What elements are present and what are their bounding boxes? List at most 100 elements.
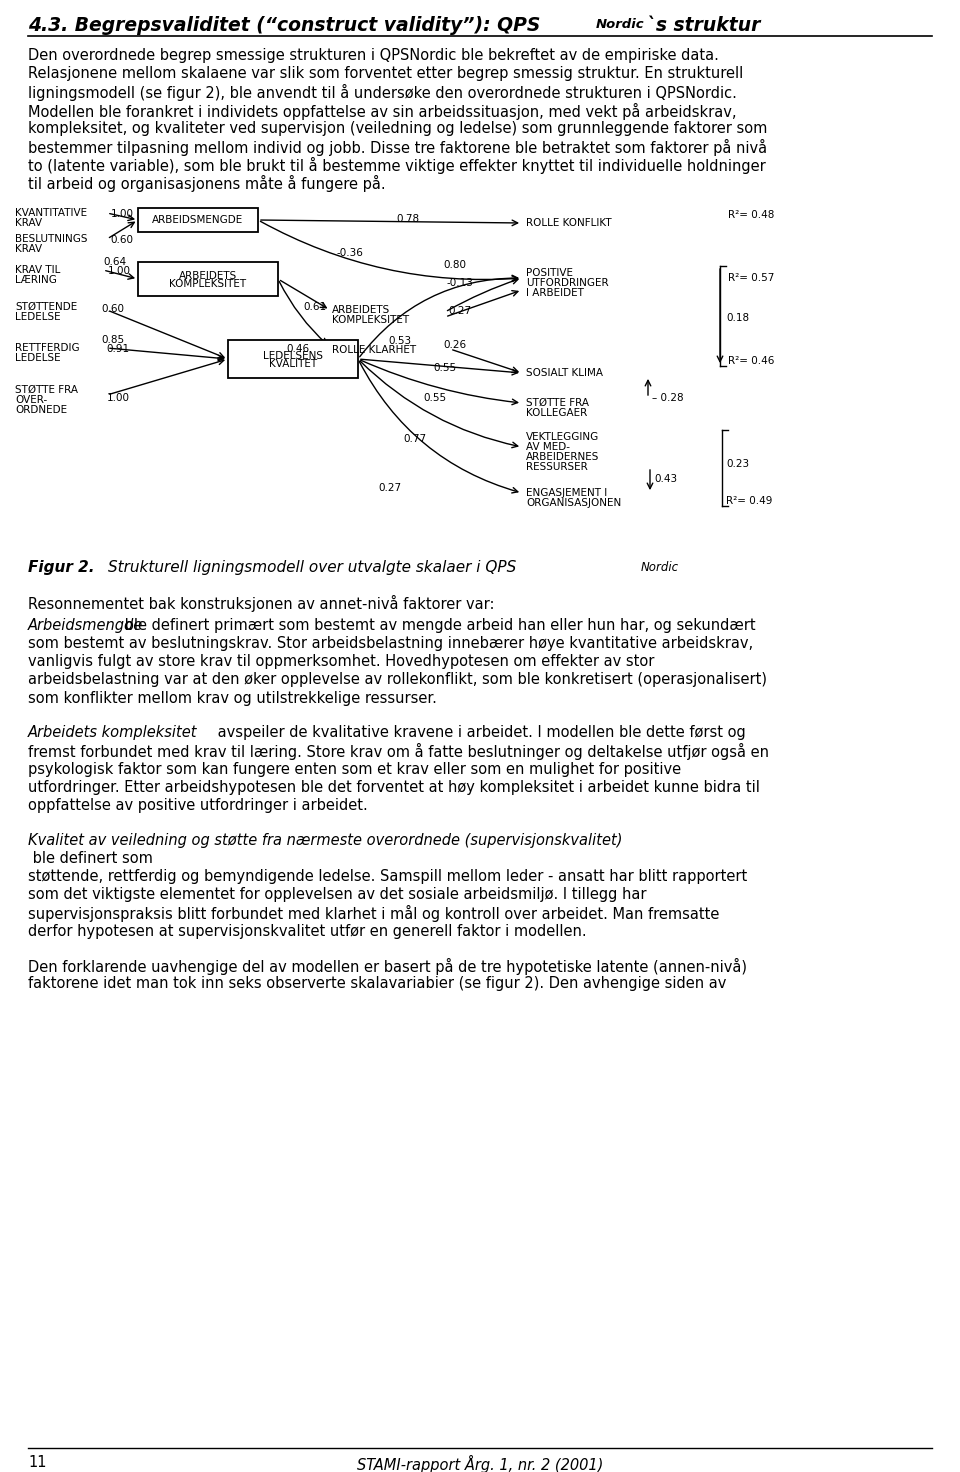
- Text: ENGASJEMENT I: ENGASJEMENT I: [526, 489, 608, 498]
- Text: supervisjonspraksis blitt forbundet med klarhet i mål og kontroll over arbeidet.: supervisjonspraksis blitt forbundet med …: [28, 905, 719, 923]
- Text: R²= 0.48: R²= 0.48: [728, 210, 775, 219]
- Text: faktorene idet man tok inn seks observerte skalavariabier (se figur 2). Den avhe: faktorene idet man tok inn seks observer…: [28, 976, 727, 991]
- Text: 0.61: 0.61: [303, 302, 326, 312]
- Text: BESLUTNINGS: BESLUTNINGS: [15, 234, 87, 244]
- Text: Den forklarende uavhengige del av modellen er basert på de tre hypotetiske laten: Den forklarende uavhengige del av modell…: [28, 958, 747, 974]
- Text: 0.27: 0.27: [378, 483, 401, 493]
- Text: ARBEIDSMENGDE: ARBEIDSMENGDE: [153, 215, 244, 225]
- Text: `s struktur: `s struktur: [640, 16, 760, 35]
- Text: 1.00: 1.00: [108, 266, 131, 277]
- Text: 0.26: 0.26: [444, 340, 467, 350]
- Text: psykologisk faktor som kan fungere enten som et krav eller som en mulighet for p: psykologisk faktor som kan fungere enten…: [28, 761, 682, 777]
- Text: – 0.28: – 0.28: [652, 393, 684, 403]
- Text: OVER-: OVER-: [15, 394, 47, 405]
- Text: AV MED-: AV MED-: [526, 442, 570, 452]
- Text: 0.77: 0.77: [403, 434, 426, 445]
- Text: oppfattelse av positive utfordringer i arbeidet.: oppfattelse av positive utfordringer i a…: [28, 798, 368, 813]
- Text: R²= 0.46: R²= 0.46: [728, 356, 775, 367]
- Text: vanligvis fulgt av store krav til oppmerksomhet. Hovedhypotesen om effekter av s: vanligvis fulgt av store krav til oppmer…: [28, 654, 655, 670]
- Text: ROLLE KLARHET: ROLLE KLARHET: [332, 344, 416, 355]
- Text: derfor hypotesen at supervisjonskvalitet utfør en generell faktor i modellen.: derfor hypotesen at supervisjonskvalitet…: [28, 923, 587, 939]
- Text: I ARBEIDET: I ARBEIDET: [526, 289, 584, 297]
- Text: Figur 2.: Figur 2.: [28, 559, 94, 576]
- Text: -0.36: -0.36: [337, 247, 364, 258]
- Text: Arbeidets kompleksitet: Arbeidets kompleksitet: [28, 726, 198, 740]
- Text: Den overordnede begrep smessige strukturen i QPSNordic ble bekreftet av de empir: Den overordnede begrep smessige struktur…: [28, 49, 719, 63]
- Bar: [138, 208, 258, 233]
- Text: ARBEIDERNES: ARBEIDERNES: [526, 452, 599, 462]
- Text: 0.53: 0.53: [389, 336, 412, 346]
- Text: ARBEIDETS: ARBEIDETS: [179, 271, 237, 281]
- Text: KOLLEGAER: KOLLEGAER: [526, 408, 588, 418]
- Text: LEDELSE: LEDELSE: [15, 353, 60, 364]
- Text: to (latente variable), som ble brukt til å bestemme viktige effekter knyttet til: to (latente variable), som ble brukt til…: [28, 158, 766, 174]
- Text: ORDNEDE: ORDNEDE: [15, 405, 67, 415]
- Text: ligningsmodell (se figur 2), ble anvendt til å undersøke den overordnede struktu: ligningsmodell (se figur 2), ble anvendt…: [28, 84, 737, 102]
- Text: KRAV TIL: KRAV TIL: [15, 265, 60, 275]
- Text: R²= 0.57: R²= 0.57: [728, 272, 775, 283]
- Text: 0.27: 0.27: [448, 306, 471, 316]
- Bar: [138, 262, 278, 296]
- Text: Relasjonene mellom skalaene var slik som forventet etter begrep smessig struktur: Relasjonene mellom skalaene var slik som…: [28, 66, 743, 81]
- Text: Resonnementet bak konstruksjonen av annet-nivå faktorer var:: Resonnementet bak konstruksjonen av anne…: [28, 595, 494, 612]
- Text: ble definert som: ble definert som: [28, 851, 153, 866]
- Text: som konflikter mellom krav og utilstrekkelige ressurser.: som konflikter mellom krav og utilstrekk…: [28, 690, 437, 705]
- Text: POSITIVE: POSITIVE: [526, 268, 573, 278]
- Text: utfordringer. Etter arbeidshypotesen ble det forventet at høy kompleksitet i arb: utfordringer. Etter arbeidshypotesen ble…: [28, 780, 760, 795]
- Text: 0.55: 0.55: [433, 364, 457, 372]
- Text: 4.3. ​Begrepsvaliditet (“construct validity”): QPS: 4.3. ​Begrepsvaliditet (“construct valid…: [28, 16, 540, 35]
- Text: 11: 11: [28, 1454, 46, 1471]
- Text: avspeiler de kvalitative kravene i arbeidet. I modellen ble dette først og: avspeiler de kvalitative kravene i arbei…: [213, 726, 746, 740]
- Text: 0.60: 0.60: [110, 236, 133, 244]
- Text: KVANTITATIVE: KVANTITATIVE: [15, 208, 87, 218]
- Text: Modellen ble forankret i individets oppfattelse av sin arbeidssituasjon, med vek: Modellen ble forankret i individets oppf…: [28, 103, 736, 119]
- Text: 0.85: 0.85: [102, 336, 125, 344]
- Text: Arbeidsmengde: Arbeidsmengde: [28, 618, 143, 633]
- Text: ROLLE KONFLIKT: ROLLE KONFLIKT: [526, 218, 612, 228]
- Text: 1.00: 1.00: [107, 393, 130, 403]
- Bar: [228, 340, 358, 378]
- Text: STØTTENDE: STØTTENDE: [15, 302, 77, 312]
- Text: STØTTE FRA: STØTTE FRA: [526, 397, 589, 408]
- Text: ble definert primært som bestemt av mengde arbeid han eller hun har, og sekundær: ble definert primært som bestemt av meng…: [120, 618, 756, 633]
- Text: RESSURSER: RESSURSER: [526, 462, 588, 473]
- Text: LEDELSE: LEDELSE: [15, 312, 60, 322]
- Text: ORGANISASJONEN: ORGANISASJONEN: [526, 498, 621, 508]
- Text: LEDELSENS: LEDELSENS: [263, 350, 323, 361]
- Text: 0.23: 0.23: [726, 459, 749, 470]
- Text: KOMPLEKSITET: KOMPLEKSITET: [332, 315, 409, 325]
- Text: 0.43: 0.43: [654, 474, 677, 484]
- Text: LÆRING: LÆRING: [15, 275, 57, 286]
- Text: 0.64: 0.64: [104, 258, 127, 266]
- Text: ARBEIDETS: ARBEIDETS: [332, 305, 391, 315]
- Text: KRAV: KRAV: [15, 244, 42, 255]
- Text: -0.13: -0.13: [446, 278, 473, 289]
- Text: fremst forbundet med krav til læring. Store krav om å fatte beslutninger og delt: fremst forbundet med krav til læring. St…: [28, 743, 769, 761]
- Text: SOSIALT KLIMA: SOSIALT KLIMA: [526, 368, 603, 378]
- Text: kompleksitet, og kvaliteter ved supervisjon (veiledning og ledelse) som grunnleg: kompleksitet, og kvaliteter ved supervis…: [28, 121, 767, 135]
- Text: Strukturell ligningsmodell over utvalgte skalaer i QPS: Strukturell ligningsmodell over utvalgte…: [108, 559, 516, 576]
- Text: Nordic: Nordic: [641, 561, 679, 574]
- Text: KOMPLEKSITET: KOMPLEKSITET: [169, 280, 247, 289]
- Text: UTFORDRINGER: UTFORDRINGER: [526, 278, 609, 289]
- Text: Kvalitet av veiledning og støtte fra nærmeste overordnede (supervisjonskvalitet): Kvalitet av veiledning og støtte fra nær…: [28, 833, 622, 848]
- Text: Nordic: Nordic: [596, 18, 644, 31]
- Text: KRAV: KRAV: [15, 218, 42, 228]
- Text: STØTTE FRA: STØTTE FRA: [15, 386, 78, 394]
- Text: RETTFERDIG: RETTFERDIG: [15, 343, 80, 353]
- Text: STAMI-rapport Årg. 1, nr. 2 (2001): STAMI-rapport Årg. 1, nr. 2 (2001): [357, 1454, 603, 1472]
- Text: 0.46: 0.46: [286, 344, 309, 353]
- Text: 0.60: 0.60: [102, 305, 125, 314]
- Text: KVALITET: KVALITET: [269, 359, 317, 369]
- Text: støttende, rettferdig og bemyndigende ledelse. Samspill mellom leder - ansatt ha: støttende, rettferdig og bemyndigende le…: [28, 868, 747, 883]
- Text: 0.80: 0.80: [444, 261, 467, 269]
- Text: 0.78: 0.78: [396, 213, 420, 224]
- Text: 0.91: 0.91: [107, 344, 130, 353]
- Text: 0.18: 0.18: [726, 314, 749, 322]
- Text: 0.55: 0.55: [423, 393, 446, 403]
- Text: R²= 0.49: R²= 0.49: [726, 496, 773, 506]
- Text: til arbeid og organisasjonens måte å fungere på.: til arbeid og organisasjonens måte å fun…: [28, 175, 386, 193]
- Text: 1.00: 1.00: [110, 209, 133, 219]
- Text: arbeidsbelastning var at den øker opplevelse av rollekonflikt, som ble konkretis: arbeidsbelastning var at den øker opplev…: [28, 673, 767, 687]
- Text: som bestemt av beslutningskrav. Stor arbeidsbelastning innebærer høye kvantitati: som bestemt av beslutningskrav. Stor arb…: [28, 636, 754, 651]
